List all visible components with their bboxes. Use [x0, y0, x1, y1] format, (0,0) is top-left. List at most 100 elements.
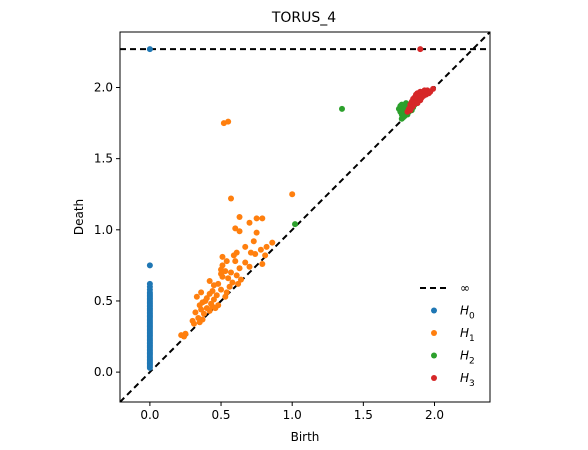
data-point-h1	[212, 305, 219, 312]
data-point-h1	[259, 215, 266, 222]
data-point-h1	[181, 333, 188, 340]
data-point-h1	[210, 282, 217, 289]
data-point-h1	[253, 229, 260, 236]
legend-label-h0: H0	[460, 304, 475, 322]
legend-label-h1: H1	[460, 326, 475, 344]
y-tick-label: 0.0	[94, 365, 113, 379]
legend-entry-h1: H1	[431, 326, 475, 344]
data-point-h1	[225, 275, 232, 282]
x-tick-label: 0.0	[140, 408, 159, 422]
data-point-h1	[191, 320, 197, 327]
data-point-h1	[198, 306, 205, 313]
data-point-h1	[198, 289, 205, 296]
data-point-h1	[196, 319, 203, 326]
legend-swatch-h3	[431, 375, 437, 381]
series-h0	[146, 46, 153, 371]
legend-entry-h2: H2	[431, 349, 475, 367]
data-point-h1	[250, 238, 257, 245]
plot-content	[120, 32, 490, 402]
chart-title: TORUS_4	[271, 10, 336, 26]
data-point-h1	[219, 273, 226, 280]
data-point-h1	[236, 228, 243, 235]
plot-frame	[119, 31, 491, 403]
data-point-h1	[210, 296, 217, 303]
data-point-h1	[246, 263, 253, 270]
data-point-h1	[235, 280, 242, 287]
data-point-h1	[236, 214, 243, 220]
x-tick-label: 2.0	[425, 408, 444, 422]
y-tick-label: 1.5	[94, 152, 113, 166]
data-point-h1	[222, 268, 229, 275]
data-point-h1	[233, 272, 240, 279]
data-point-h0	[146, 46, 153, 53]
y-tick-label: 1.0	[94, 223, 113, 237]
legend: ∞ H0 H1 H2 H3	[420, 281, 475, 389]
data-point-h1	[200, 310, 207, 317]
data-point-h1	[225, 118, 232, 125]
legend-label-infinity: ∞	[460, 281, 470, 295]
data-point-h1	[242, 259, 249, 266]
data-point-h1	[206, 290, 213, 297]
data-point-h1	[222, 293, 229, 300]
legend-label-h2: H2	[460, 349, 475, 367]
x-tick-label: 0.5	[211, 408, 230, 422]
data-point-h1	[219, 253, 226, 260]
data-point-h1	[259, 260, 266, 267]
data-point-h3	[414, 100, 421, 107]
legend-label-h3: H3	[460, 371, 475, 389]
legend-entry-h0: H0	[431, 304, 475, 322]
data-point-h1	[236, 265, 243, 272]
data-point-h1	[213, 292, 220, 299]
data-point-h2	[292, 221, 299, 228]
data-point-h1	[230, 252, 237, 259]
x-tick-label: 1.0	[283, 408, 302, 422]
data-point-h1	[242, 243, 249, 250]
data-point-h1	[228, 269, 234, 276]
data-point-h1	[206, 307, 213, 314]
data-point-h0	[146, 262, 153, 269]
data-point-h2	[398, 115, 405, 122]
plot-area	[120, 32, 490, 402]
data-point-h1	[228, 195, 234, 202]
data-point-h1	[218, 286, 225, 293]
data-point-h1	[262, 252, 269, 259]
series-h1	[178, 118, 296, 340]
series-h2	[292, 100, 418, 228]
x-tick-label: 1.5	[354, 408, 373, 422]
data-point-h1	[246, 219, 253, 226]
diagonal-line	[120, 32, 490, 402]
data-point-h1	[229, 279, 236, 286]
legend-entry-infinity: ∞	[420, 281, 470, 295]
data-point-h1	[223, 258, 230, 265]
data-point-h1	[269, 239, 276, 246]
data-point-h3	[427, 88, 434, 95]
x-axis-label: Birth	[291, 430, 320, 444]
data-point-h1	[252, 251, 259, 257]
data-point-h1	[206, 278, 213, 285]
data-point-h3	[421, 87, 428, 94]
data-point-h1	[257, 246, 264, 253]
data-point-h1	[193, 293, 200, 300]
legend-entry-h3: H3	[431, 371, 475, 389]
y-axis-label: Death	[72, 199, 86, 235]
data-point-h0	[146, 364, 153, 371]
data-point-h1	[232, 225, 239, 232]
axis-ticks: 0.0 0.5 1.0 1.5 2.0 0.0 0.5 1.0 1.5 2.0	[94, 81, 444, 423]
data-point-h1	[253, 215, 260, 222]
data-point-h3	[417, 46, 424, 53]
series-h3	[404, 46, 437, 115]
data-point-h3	[407, 107, 414, 114]
data-point-h1	[226, 283, 233, 290]
legend-swatch-h1	[431, 330, 437, 336]
data-point-h1	[263, 243, 270, 250]
legend-swatch-h2	[431, 352, 437, 359]
legend-swatch-h0	[431, 307, 437, 314]
data-point-h1	[289, 191, 296, 198]
data-point-h2	[339, 105, 345, 112]
data-point-h1	[232, 258, 239, 265]
data-point-h1	[192, 309, 199, 316]
y-tick-label: 2.0	[94, 81, 113, 95]
y-tick-label: 0.5	[94, 294, 113, 308]
data-point-h1	[237, 276, 244, 283]
